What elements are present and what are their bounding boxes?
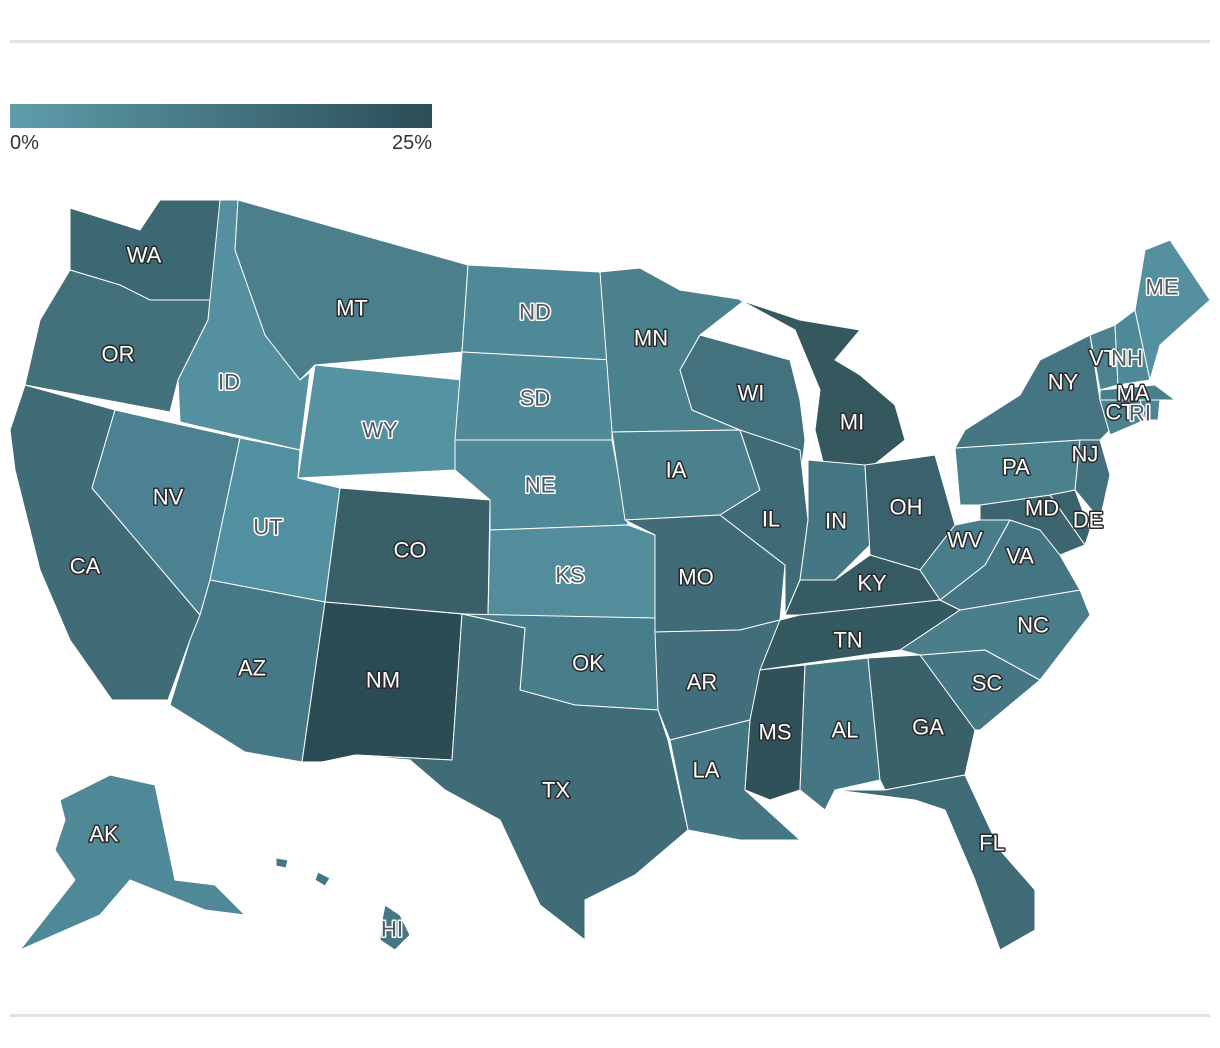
state-label-mt: MT [336,296,368,321]
state-label-ky: KY [857,571,887,596]
state-label-fl: FL [979,831,1005,856]
state-label-ne: NE [525,473,556,498]
state-label-ny: NY [1048,370,1079,395]
state-label-az: AZ [238,656,266,681]
state-label-pa: PA [1002,455,1030,480]
state-label-id: ID [218,370,240,395]
state-label-co: CO [394,538,427,563]
state-label-nv: NV [153,485,184,510]
state-label-wi: WI [738,381,765,406]
state-label-nd: ND [519,300,551,325]
state-label-me: ME [1146,275,1179,300]
legend-max-label: 25% [391,132,432,154]
state-label-ca: CA [70,554,101,579]
state-label-vt: VT [1089,346,1117,371]
state-label-ut: UT [253,515,282,540]
state-label-mn: MN [634,326,668,351]
state-label-tx: TX [542,778,570,803]
state-label-wy: WY [362,418,398,443]
state-label-nc: NC [1017,613,1049,638]
state-label-oh: OH [890,495,923,520]
state-label-ms: MS [759,720,792,745]
state-label-in: IN [825,509,847,534]
state-label-il: IL [762,507,780,532]
state-label-ar: AR [687,670,718,695]
state-mi[interactable] [739,299,906,471]
state-label-de: DE [1073,508,1104,533]
state-label-nm: NM [366,668,400,693]
state-hi[interactable] [275,857,411,951]
state-tx[interactable] [354,613,689,941]
state-fl[interactable] [834,774,1036,951]
state-label-ri: RI [1129,401,1151,426]
state-label-ma: MA [1117,381,1150,406]
state-label-al: AL [832,718,859,743]
state-label-nj: NJ [1072,442,1099,467]
state-me[interactable] [1134,239,1211,381]
state-label-ak: AK [89,822,119,847]
state-label-ok: OK [572,651,604,676]
state-ak[interactable] [19,774,246,951]
state-label-hi: HI [381,917,403,942]
state-label-wv: WV [947,528,983,553]
state-label-sd: SD [520,386,551,411]
state-label-mo: MO [678,565,713,590]
state-label-wa: WA [127,243,162,268]
state-label-nh: NH [1111,346,1143,371]
state-label-mi: MI [840,410,864,435]
state-label-or: OR [102,342,135,367]
state-label-ks: KS [555,563,584,588]
bottom-divider [10,1014,1210,1017]
state-label-ia: IA [666,458,687,483]
state-label-ga: GA [912,715,944,740]
state-label-va: VA [1006,544,1034,569]
state-label-la: LA [693,758,720,783]
state-label-ct: CT [1105,400,1134,425]
state-label-tn: TN [833,628,862,653]
legend-gradient-bar [10,104,432,128]
color-legend: 0% 25% [10,104,432,154]
top-divider [10,40,1210,43]
state-label-md: MD [1025,496,1059,521]
state-label-sc: SC [972,671,1003,696]
legend-min-label: 0% [10,132,39,154]
state-ma[interactable] [1099,384,1176,401]
